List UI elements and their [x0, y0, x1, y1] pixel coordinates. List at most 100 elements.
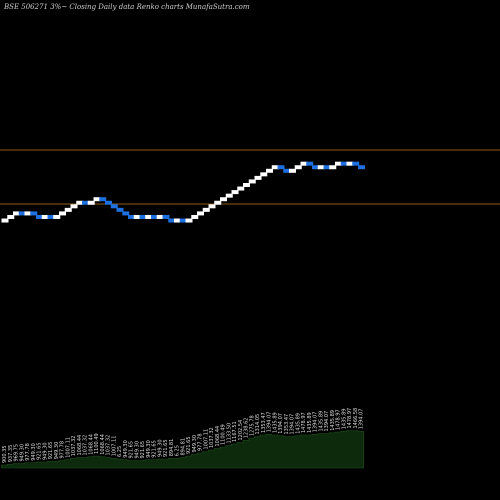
renko-brick-52 — [294, 165, 302, 170]
value-label-1: 900.35 — [2, 446, 8, 464]
value-label-59: 1478.97 — [336, 409, 342, 430]
renko-brick-46 — [260, 172, 268, 177]
value-label-18: 1068.44 — [100, 434, 106, 455]
renko-brick-56 — [317, 165, 325, 170]
renko-brick-37 — [208, 204, 216, 209]
value-label-11: 977.78 — [60, 441, 66, 459]
value-label-36: 1007.11 — [203, 429, 209, 450]
value-label-55: 1394.07 — [313, 412, 319, 433]
value-label-39: 1100.49 — [221, 424, 227, 445]
renko-brick-30 — [168, 218, 176, 223]
chart-title: BSE 506271 3%~ Closing Daily data Renko … — [4, 3, 250, 11]
value-label-54: 1435.89 — [307, 412, 313, 433]
renko-brick-49 — [277, 165, 285, 170]
value-label-2: 937.35 — [8, 445, 14, 463]
renko-brick-5 — [24, 211, 32, 216]
value-label-51: 1394.07 — [290, 414, 296, 435]
renko-brick-28 — [156, 214, 164, 219]
renko-brick-33 — [185, 218, 193, 223]
renko-brick-59 — [335, 161, 342, 166]
value-label-37: 1037.32 — [209, 427, 215, 448]
value-label-57: 1394.07 — [324, 411, 330, 432]
renko-brick-63 — [358, 165, 365, 170]
value-label-22: 949.30 — [123, 440, 129, 458]
renko-brick-13 — [70, 204, 78, 209]
renko-brick-24 — [133, 214, 141, 219]
renko-brick-21 — [116, 207, 124, 212]
value-label-33: 921.65 — [186, 437, 192, 455]
value-label-8: 949.30 — [42, 443, 48, 461]
renko-brick-1 — [1, 218, 9, 223]
value-label-34: 949.30 — [192, 435, 198, 453]
renko-brick-51 — [289, 168, 296, 173]
renko-brick-9 — [47, 214, 55, 219]
renko-brick-10 — [53, 214, 61, 219]
renko-brick-50 — [283, 168, 291, 173]
renko-brick-47 — [266, 168, 273, 173]
value-label-24: 949.30 — [134, 441, 140, 459]
renko-brick-4 — [18, 211, 26, 216]
value-label-17: 1100.49 — [94, 433, 100, 454]
value-label-60: 1435.89 — [341, 409, 347, 430]
value-label-7: 921.65 — [37, 443, 43, 461]
renko-brick-29 — [162, 214, 170, 219]
renko-brick-34 — [191, 214, 199, 219]
value-label-43: 1238.62 — [244, 418, 250, 439]
value-label-15: 1037.32 — [83, 435, 89, 456]
value-label-62: 1466.58 — [353, 408, 359, 429]
renko-brick-38 — [214, 200, 222, 205]
renko-brick-53 — [300, 161, 308, 166]
renko-brick-11 — [59, 211, 66, 216]
renko-brick-36 — [202, 207, 210, 212]
value-label-20: 1007.11 — [111, 436, 117, 457]
renko-brick-22 — [122, 211, 130, 216]
renko-brick-20 — [110, 204, 118, 209]
value-label-5: 977.78 — [25, 443, 31, 461]
value-label-44: 1275.78 — [249, 415, 255, 436]
value-label-42: 1202.54 — [238, 420, 244, 441]
renko-brick-48 — [271, 165, 279, 170]
renko-brick-14 — [76, 200, 84, 205]
renko-brick-27 — [151, 214, 158, 219]
renko-brick-58 — [329, 165, 337, 170]
value-label-14: 1068.44 — [77, 435, 83, 456]
renko-brick-55 — [312, 165, 319, 170]
value-label-47: 1394.07 — [267, 412, 273, 433]
value-label-23: 921.65 — [129, 441, 135, 459]
value-label-13: 1037.32 — [71, 436, 77, 457]
renko-brick-39 — [220, 197, 227, 202]
renko-brick-6 — [30, 211, 38, 216]
value-label-4: 949.30 — [19, 444, 25, 462]
value-label-40: 1133.50 — [226, 423, 232, 444]
renko-brick-57 — [323, 165, 331, 170]
value-label-6: 949.30 — [31, 443, 37, 461]
renko-brick-42 — [237, 186, 245, 191]
value-label-38: 1068.44 — [215, 426, 221, 447]
value-label-19: 1037.32 — [106, 435, 112, 456]
value-label-41: 1167.51 — [232, 421, 238, 442]
renko-brick-23 — [128, 214, 135, 219]
renko-brick-41 — [231, 190, 239, 195]
value-label-3: 969.75 — [14, 444, 20, 462]
renko-brick-35 — [197, 211, 204, 216]
value-label-9: 921.65 — [48, 442, 54, 460]
value-label-27: 921.65 — [152, 440, 158, 458]
value-label-28: 949.30 — [157, 440, 163, 458]
renko-brick-31 — [174, 218, 181, 223]
renko-brick-12 — [64, 207, 72, 212]
value-label-26: 949.30 — [146, 440, 152, 458]
renko-brick-44 — [248, 179, 256, 184]
volume-area — [1, 430, 365, 469]
value-label-31: 6.25 — [175, 445, 181, 456]
value-label-48: 1435.89 — [272, 412, 278, 433]
value-label-56: 1435.89 — [318, 411, 324, 432]
value-label-16: 1068.44 — [88, 434, 94, 455]
value-label-21: 6.25 — [117, 446, 123, 457]
value-label-49: 1394.07 — [278, 413, 284, 434]
value-label-10: 949.30 — [54, 442, 60, 460]
value-label-50: 1353.47 — [284, 414, 290, 435]
renko-brick-18 — [99, 197, 107, 202]
value-label-25: 921.65 — [140, 441, 146, 459]
renko-brick-25 — [139, 214, 147, 219]
